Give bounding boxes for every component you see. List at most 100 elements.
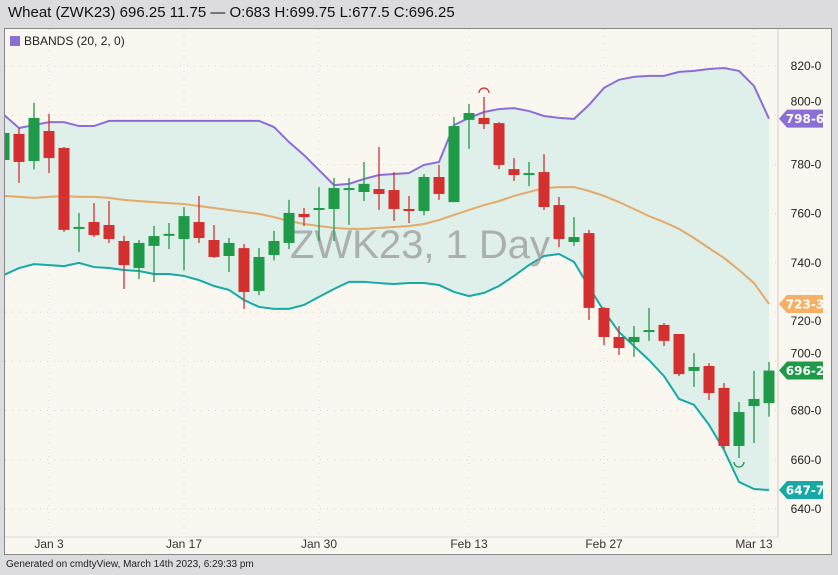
- candle-body: [568, 237, 580, 242]
- chart-title: Wheat (ZWK23) 696.25 11.75 — O:683 H:699…: [8, 4, 455, 21]
- candle: [763, 361, 775, 417]
- price-badge-label-lower: 647-7: [786, 484, 824, 498]
- y-tick-label: 660-0: [791, 453, 822, 467]
- candle-body: [358, 183, 370, 193]
- footer-text: Generated on cmdtyView, March 14th 2023,…: [6, 559, 254, 570]
- candle-body: [268, 240, 280, 256]
- candle: [508, 158, 520, 181]
- low-marker-icon: [733, 461, 745, 468]
- candle-body: [373, 189, 385, 194]
- candle: [298, 207, 310, 226]
- x-tick-label: Jan 3: [34, 537, 64, 551]
- candles: [5, 87, 775, 468]
- candle-body: [58, 147, 70, 230]
- x-tick-label: Feb 13: [450, 537, 488, 551]
- candle-body: [28, 117, 40, 161]
- x-tick-label: Jan 17: [166, 537, 202, 551]
- lower-band-line: [5, 252, 770, 492]
- candle-body: [493, 123, 505, 165]
- legend-swatch: [10, 36, 20, 46]
- candle-body: [418, 176, 430, 211]
- candle: [703, 363, 715, 400]
- candle-body: [253, 256, 265, 291]
- candle-body: [208, 239, 220, 257]
- candle: [583, 229, 595, 320]
- candle: [373, 146, 385, 210]
- candle: [658, 322, 670, 347]
- candle: [568, 217, 580, 246]
- price-badge-label-upper: 798-6: [786, 112, 824, 126]
- candle: [628, 326, 640, 357]
- y-tick-label: 780-0: [791, 157, 822, 171]
- candle-body: [238, 248, 250, 292]
- indicator-legend[interactable]: BBANDS (20, 2, 0): [10, 34, 125, 48]
- candle-body: [193, 222, 205, 239]
- watermark: ZWK23, 1 Day: [290, 223, 550, 267]
- candle-body: [403, 208, 415, 211]
- candle: [163, 223, 175, 250]
- candle-body: [88, 222, 100, 236]
- candle-body: [163, 233, 175, 236]
- candle: [748, 370, 760, 444]
- candle-body: [283, 212, 295, 243]
- candle: [493, 122, 505, 170]
- candle: [103, 201, 115, 243]
- candle-body: [5, 132, 10, 161]
- candle: [463, 103, 475, 149]
- candle-body: [733, 412, 745, 446]
- candle-body: [613, 336, 625, 349]
- y-tick-label: 800-0: [791, 95, 822, 109]
- candle-body: [553, 205, 565, 240]
- candle: [538, 154, 550, 210]
- price-badge-upper: [779, 109, 823, 128]
- candle-body: [103, 224, 115, 240]
- candle: [388, 172, 400, 222]
- legend-label: BBANDS (20, 2, 0): [24, 34, 125, 48]
- candle-body: [703, 365, 715, 394]
- candle: [223, 238, 235, 272]
- price-badges: 798-6 723-3 696-2 647-7: [779, 109, 824, 500]
- x-axis: Jan 3 Jan 17 Jan 30 Feb 13 Feb 27 Mar 13: [34, 537, 773, 551]
- y-tick-label: 700-0: [791, 347, 822, 361]
- candle: [5, 132, 10, 161]
- candle: [313, 187, 325, 241]
- candle-body: [388, 190, 400, 209]
- candle: [238, 243, 250, 309]
- candle-body: [538, 172, 550, 208]
- candle-body: [628, 336, 640, 343]
- candle: [208, 224, 220, 258]
- candle-body: [598, 307, 610, 337]
- candle: [253, 248, 265, 296]
- candle: [553, 196, 565, 248]
- x-tick-label: Mar 13: [735, 537, 773, 551]
- candle: [403, 195, 415, 224]
- y-tick-label: 740-0: [791, 256, 822, 270]
- candle-body: [298, 213, 310, 218]
- candle: [418, 174, 430, 216]
- x-tick-label: Jan 30: [301, 537, 337, 551]
- x-tick-label: Feb 27: [585, 537, 623, 551]
- candle-body: [763, 370, 775, 404]
- candle: [448, 116, 460, 203]
- candle-body: [448, 126, 460, 203]
- candle: [433, 164, 445, 200]
- candle: [613, 326, 625, 355]
- candle-body: [148, 236, 160, 246]
- candle: [88, 203, 100, 238]
- y-tick-label: 680-0: [791, 404, 822, 418]
- candle: [673, 334, 685, 377]
- middle-band-line: [5, 186, 770, 305]
- candle-body: [178, 216, 190, 240]
- candle-body: [583, 233, 595, 308]
- candle-body: [433, 176, 445, 194]
- candle-body: [688, 366, 700, 371]
- candle: [598, 307, 610, 346]
- upper-band-line: [5, 66, 770, 187]
- price-badge-label-close: 696-2: [786, 364, 824, 378]
- candle: [268, 230, 280, 261]
- price-badge-label-middle: 723-3: [786, 297, 824, 311]
- candle: [13, 128, 25, 183]
- candle-body: [523, 173, 535, 176]
- candle-body: [133, 242, 145, 269]
